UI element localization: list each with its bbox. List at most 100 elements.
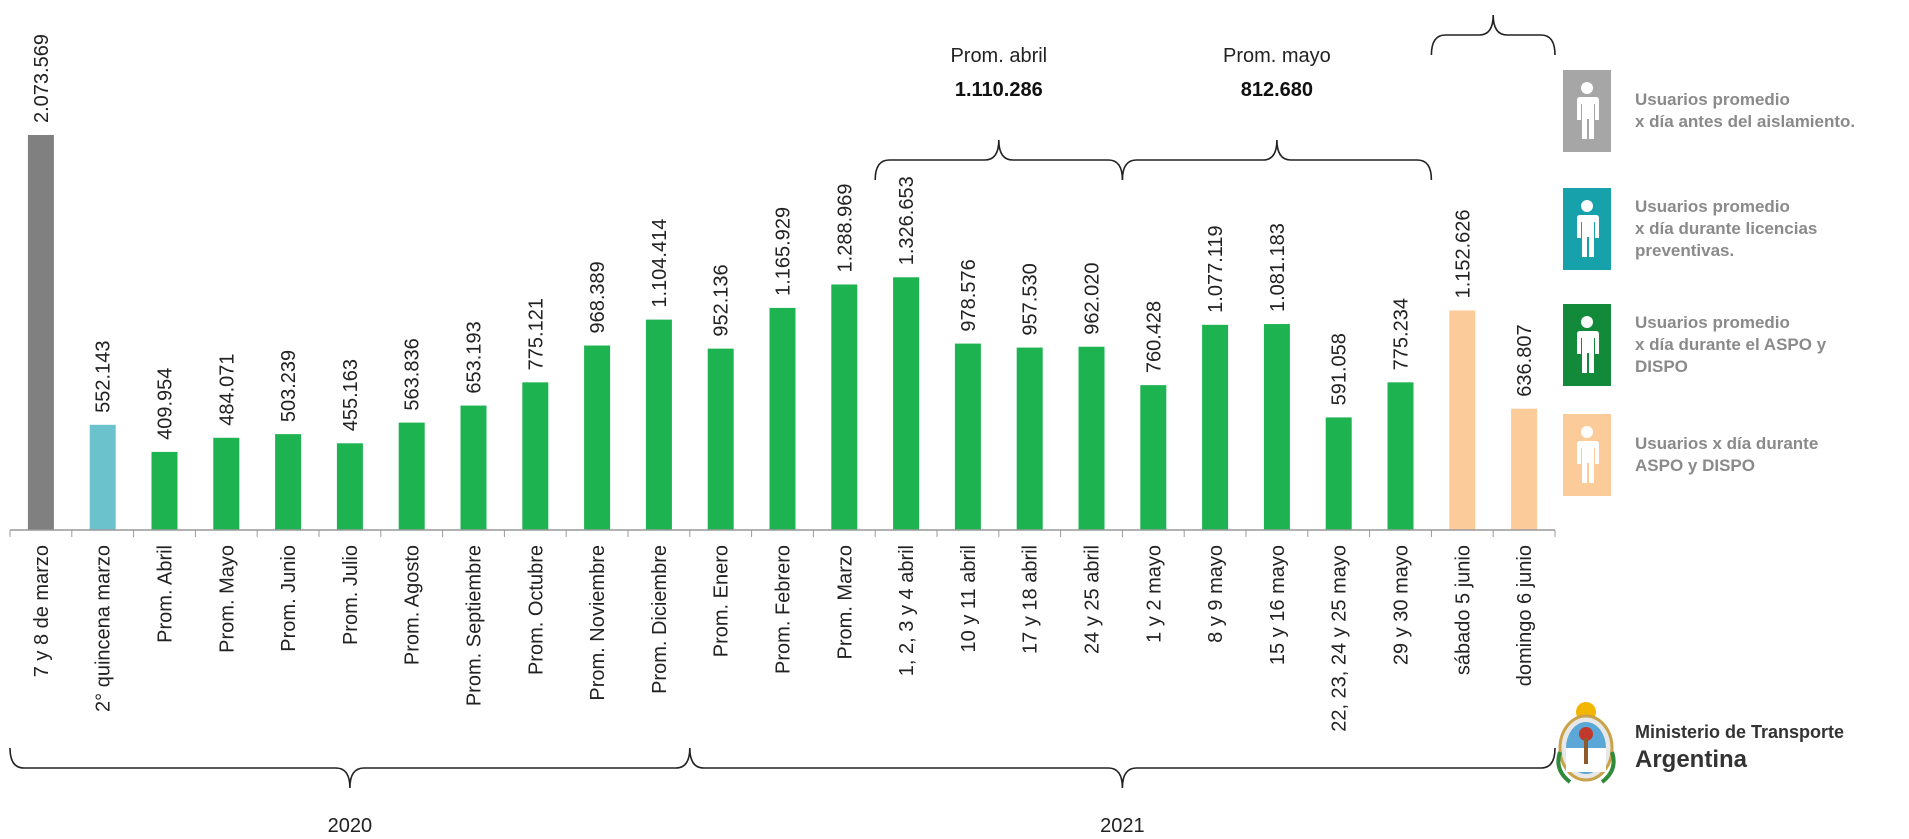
person-icon xyxy=(1563,304,1611,386)
value-label: 957.530 xyxy=(1020,263,1042,335)
category-labels-layer: 7 y 8 de marzo 2° quincena marzo Prom. Abr… xyxy=(31,545,1536,732)
category-label: Prom. Abril xyxy=(155,545,177,643)
value-label: 455.163 xyxy=(340,359,362,431)
average-value: 812.680 xyxy=(1241,79,1313,101)
bar xyxy=(769,307,796,530)
bar xyxy=(1263,324,1290,530)
bar xyxy=(1325,417,1352,530)
category-label: Prom. Noviembre xyxy=(587,545,609,701)
average-brace xyxy=(1121,139,1433,181)
bar xyxy=(1078,346,1105,530)
x-axis xyxy=(9,529,1556,537)
category-label: domingo 6 junio xyxy=(1514,545,1536,686)
category-label: 8 y 9 mayo xyxy=(1205,545,1227,643)
person-icon xyxy=(1563,70,1611,152)
category-label: Prom. Octubre xyxy=(525,545,547,675)
bar xyxy=(213,437,240,530)
bar xyxy=(27,135,54,530)
legend-item: Usuarios x día durante ASPO y DISPO xyxy=(1563,414,1909,496)
value-label: 636.807 xyxy=(1514,324,1536,396)
value-label: 591.058 xyxy=(1329,333,1351,405)
value-label: 503.239 xyxy=(278,350,300,422)
category-label: Prom. Julio xyxy=(340,545,362,645)
bar xyxy=(398,422,425,530)
category-label: Prom. Febrero xyxy=(773,545,795,674)
value-label: 1.077.119 xyxy=(1205,225,1227,313)
bar xyxy=(584,345,611,530)
category-label: Prom. Diciembre xyxy=(649,545,671,694)
category-label: 17 y 18 abril xyxy=(1020,545,1042,654)
value-label: 1.326.653 xyxy=(896,176,918,265)
bar xyxy=(954,343,981,530)
category-label: Prom. Agosto xyxy=(402,545,424,665)
brackets-layer: 2020 2021 Prom. abril 1.110.286 Prom. mayo 81… xyxy=(9,14,1556,837)
category-label: 22, 23, 24 y 25 mayo xyxy=(1329,545,1351,732)
bar xyxy=(522,382,549,530)
bar xyxy=(831,284,858,530)
category-label: Prom. Septiembre xyxy=(464,545,486,706)
value-label: 1.165.929 xyxy=(773,207,795,296)
value-label: 1.081.183 xyxy=(1267,223,1289,312)
category-label: 1 y 2 mayo xyxy=(1143,545,1165,643)
category-label: 15 y 16 mayo xyxy=(1267,545,1289,665)
category-label: Prom. Mayo xyxy=(216,545,238,653)
bar xyxy=(336,443,363,530)
value-label: 968.389 xyxy=(587,261,609,333)
average-label: Prom. mayo xyxy=(1223,45,1331,67)
value-label: 563.836 xyxy=(402,338,424,410)
legend-item: Usuarios promedio x día durante el ASPO … xyxy=(1563,304,1909,386)
legend-label: Usuarios promedio x día durante licencia… xyxy=(1635,197,1818,260)
bar xyxy=(1140,385,1167,530)
person-icon xyxy=(1563,414,1611,496)
average-brace xyxy=(874,139,1124,181)
legend-label: Usuarios x día durante ASPO y DISPO xyxy=(1635,434,1819,475)
legend-item: Usuarios promedio x día antes del aislam… xyxy=(1563,70,1909,152)
category-label: 1, 2, 3 y 4 abril xyxy=(896,545,918,676)
person-icon xyxy=(1563,188,1611,270)
year-label: 2020 xyxy=(328,815,373,837)
category-label: 29 y 30 mayo xyxy=(1391,545,1413,665)
category-label: Prom. Junio xyxy=(278,545,300,652)
value-label: 653.193 xyxy=(464,321,486,393)
value-labels-layer: 2.073.569 552.143 409.954 484.071 503.239 455… xyxy=(31,34,1536,440)
bar xyxy=(1387,382,1414,530)
value-label: 760.428 xyxy=(1143,301,1165,373)
value-label: 1.152.626 xyxy=(1452,209,1474,298)
bar xyxy=(1449,310,1476,530)
logo-ministry-text: Ministerio de Transporte xyxy=(1635,722,1845,742)
coat-of-arms-icon xyxy=(1556,702,1616,784)
value-label: 1.104.414 xyxy=(649,219,671,308)
value-label: 962.020 xyxy=(1082,262,1104,334)
year-brace xyxy=(9,747,691,789)
bar xyxy=(89,424,116,530)
bar xyxy=(275,434,302,530)
value-label: 484.071 xyxy=(216,353,238,425)
bar xyxy=(1511,408,1538,530)
average-label: Prom. abril xyxy=(950,45,1047,67)
bar xyxy=(151,451,178,530)
category-label: 10 y 11 abril xyxy=(958,545,980,652)
value-label: 409.954 xyxy=(155,368,177,440)
bar xyxy=(707,348,734,530)
category-label: 24 y 25 abril xyxy=(1082,545,1104,654)
category-label: sábado 5 junio xyxy=(1452,545,1474,675)
top-brace xyxy=(1430,14,1556,56)
year-brace xyxy=(689,747,1556,789)
year-label: 2021 xyxy=(1100,815,1145,837)
ministry-logo: Ministerio de Transporte Argentina xyxy=(1550,690,1890,800)
logo-country-text: Argentina xyxy=(1635,746,1748,773)
value-label: 952.136 xyxy=(711,264,733,336)
value-label: 2.073.569 xyxy=(31,34,53,123)
value-label: 775.234 xyxy=(1391,298,1413,370)
category-label: Prom. Marzo xyxy=(834,545,856,659)
value-label: 552.143 xyxy=(93,341,115,413)
legend-label: Usuarios promedio x día durante el ASPO … xyxy=(1635,313,1827,376)
bar xyxy=(893,277,920,530)
value-label: 1.288.969 xyxy=(834,183,856,272)
average-value: 1.110.286 xyxy=(955,79,1043,101)
value-label: 978.576 xyxy=(958,259,980,331)
category-label: Prom. Enero xyxy=(711,545,733,657)
bar xyxy=(1016,347,1043,530)
bar xyxy=(1202,324,1229,530)
